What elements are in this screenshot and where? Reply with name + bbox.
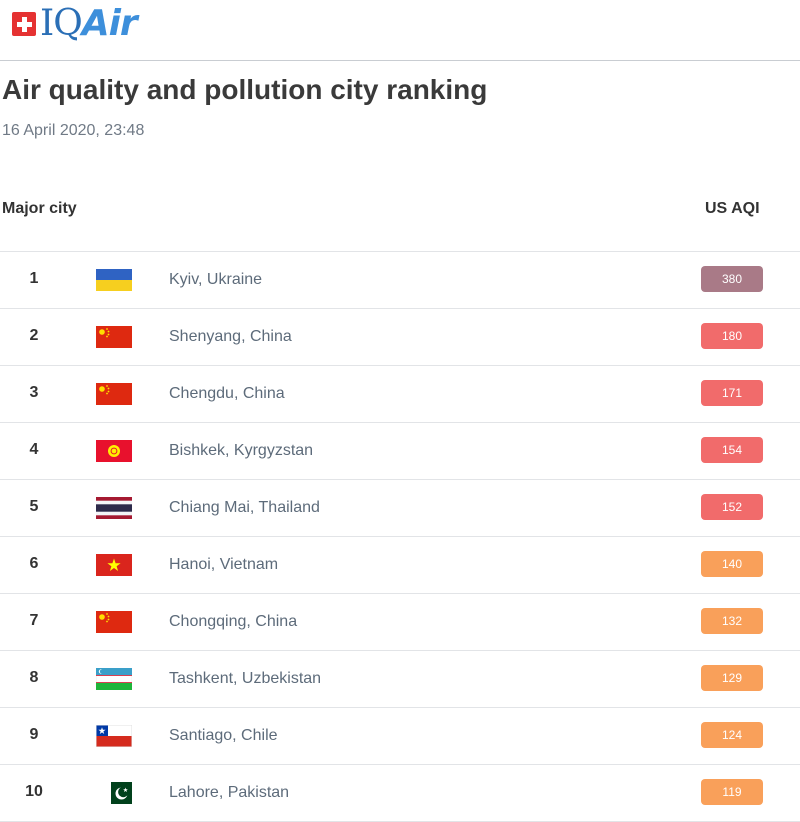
city-name[interactable]: Lahore, Pakistan	[169, 784, 290, 801]
iqair-logo[interactable]: IQAir	[40, 3, 138, 44]
swiss-flag-icon	[12, 12, 36, 36]
us-aqi-column-header: US AQI	[705, 200, 760, 217]
pakistan-flag-icon	[104, 782, 132, 804]
rank-number: 1	[29, 270, 39, 287]
rank-number: 6	[29, 555, 39, 572]
chile-flag-icon	[96, 725, 132, 747]
aqi-badge: 380	[701, 266, 763, 292]
city-name[interactable]: Shenyang, China	[169, 328, 292, 345]
uzbekistan-flag-icon	[96, 668, 132, 690]
china-flag-icon	[96, 383, 132, 405]
rank-number: 9	[29, 726, 39, 743]
aqi-badge: 152	[701, 494, 763, 520]
aqi-badge: 129	[701, 665, 763, 691]
rank-number: 8	[29, 669, 39, 686]
site-header: IQAir	[0, 0, 800, 61]
city-name[interactable]: Chiang Mai, Thailand	[169, 499, 320, 516]
table-row[interactable]: 10 Lahore, Pakistan 119	[0, 765, 800, 822]
table-row[interactable]: 8 Tashkent, Uzbekistan 129	[0, 651, 800, 708]
city-name[interactable]: Bishkek, Kyrgyzstan	[169, 442, 314, 459]
city-name[interactable]: Chongqing, China	[169, 613, 298, 630]
rank-number: 5	[29, 498, 39, 515]
rank-number: 3	[29, 384, 39, 401]
aqi-badge: 124	[701, 722, 763, 748]
rank-number: 4	[29, 441, 39, 458]
city-name[interactable]: Kyiv, Ukraine	[169, 271, 263, 288]
city-name[interactable]: Santiago, Chile	[169, 727, 278, 744]
aqi-badge: 140	[701, 551, 763, 577]
table-row[interactable]: 7 Chongqing, China 132	[0, 594, 800, 651]
table-row[interactable]: 4 Bishkek, Kyrgyzstan 154	[0, 423, 800, 480]
table-row[interactable]: 1 Kyiv, Ukraine 380	[0, 252, 800, 309]
aqi-badge: 132	[701, 608, 763, 634]
table-row[interactable]: 2 Shenyang, China 180	[0, 309, 800, 366]
rank-number: 7	[29, 612, 39, 629]
aqi-badge: 119	[701, 779, 763, 805]
city-name[interactable]: Hanoi, Vietnam	[169, 556, 279, 573]
rank-number: 10	[25, 783, 43, 800]
city-name[interactable]: Chengdu, China	[169, 385, 285, 402]
aqi-badge: 171	[701, 380, 763, 406]
aqi-badge: 154	[701, 437, 763, 463]
city-ranking-table: 1 Kyiv, Ukraine 380 2 Shenyang, China 18…	[0, 251, 800, 822]
china-flag-icon	[96, 611, 132, 633]
aqi-badge: 180	[701, 323, 763, 349]
table-row[interactable]: 5 Chiang Mai, Thailand 152	[0, 480, 800, 537]
ukraine-flag-icon	[96, 269, 132, 291]
china-flag-icon	[96, 326, 132, 348]
thailand-flag-icon	[96, 497, 132, 519]
vietnam-flag-icon	[96, 554, 132, 576]
rank-number: 2	[29, 327, 39, 344]
kyrgyzstan-flag-icon	[96, 440, 132, 462]
city-name[interactable]: Tashkent, Uzbekistan	[169, 670, 322, 687]
major-city-column-header: Major city	[2, 200, 77, 217]
table-row[interactable]: 6 Hanoi, Vietnam 140	[0, 537, 800, 594]
page-title: Air quality and pollution city ranking	[2, 74, 488, 105]
table-row[interactable]: 3 Chengdu, China 171	[0, 366, 800, 423]
table-row[interactable]: 9 Santiago, Chile 124	[0, 708, 800, 765]
timestamp: 16 April 2020, 23:48	[2, 122, 145, 139]
